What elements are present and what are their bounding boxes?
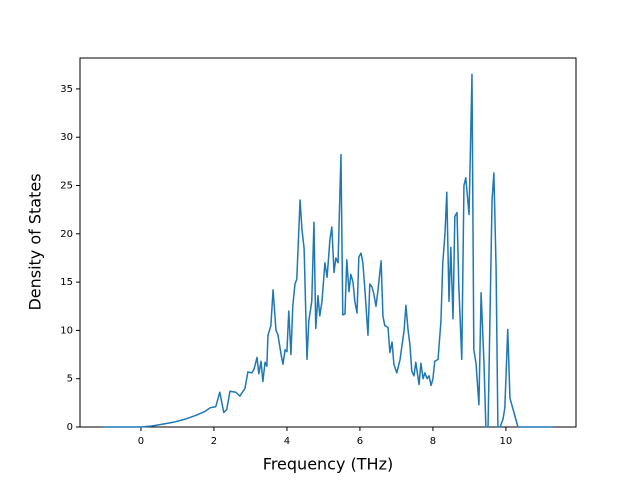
line bbox=[102, 73, 554, 428]
x-tick-label: 6 bbox=[357, 436, 363, 447]
x-tick-label: 10 bbox=[500, 436, 513, 447]
y-tick-label: 30 bbox=[60, 132, 73, 143]
x-tick-label: 2 bbox=[211, 436, 217, 447]
y-tick-label: 25 bbox=[60, 181, 73, 192]
y-tick-label: 0 bbox=[67, 422, 73, 433]
y-axis-label: Density of States bbox=[26, 173, 45, 310]
y-tick-label: 15 bbox=[60, 277, 73, 288]
x-tick-label: 0 bbox=[138, 436, 144, 447]
y-tick-label: 10 bbox=[60, 325, 73, 336]
y-tick-label: 35 bbox=[60, 84, 73, 95]
x-tick-label: 8 bbox=[430, 436, 436, 447]
x-tick-label: 4 bbox=[284, 436, 290, 447]
y-tick-label: 5 bbox=[67, 374, 73, 385]
axes-frame bbox=[79, 57, 577, 428]
x-axis-label: Frequency (THz) bbox=[263, 455, 393, 474]
y-tick-label: 20 bbox=[60, 229, 73, 240]
